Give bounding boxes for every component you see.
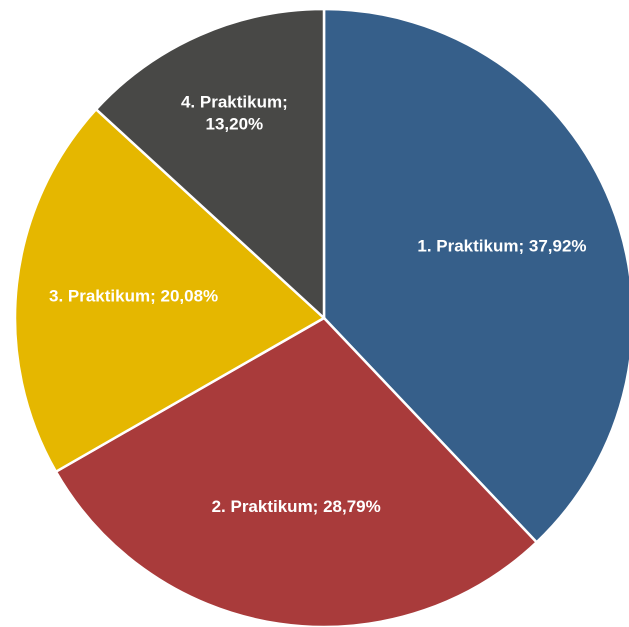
pie-slice xyxy=(322,7,629,545)
pie-slice xyxy=(54,316,539,627)
data-label: 3. Praktikum; 20,08% xyxy=(49,286,218,305)
pie-slice xyxy=(94,7,326,321)
data-label-line: 4. Praktikum; xyxy=(181,93,288,112)
data-label: 2. Praktikum; 28,79% xyxy=(212,497,381,516)
data-label-line: 13,20% xyxy=(206,115,264,134)
data-label: 4. Praktikum; 13,20% xyxy=(181,93,288,134)
data-label: 1. Praktikum; 37,92% xyxy=(417,237,586,256)
pie-slice xyxy=(13,107,327,474)
